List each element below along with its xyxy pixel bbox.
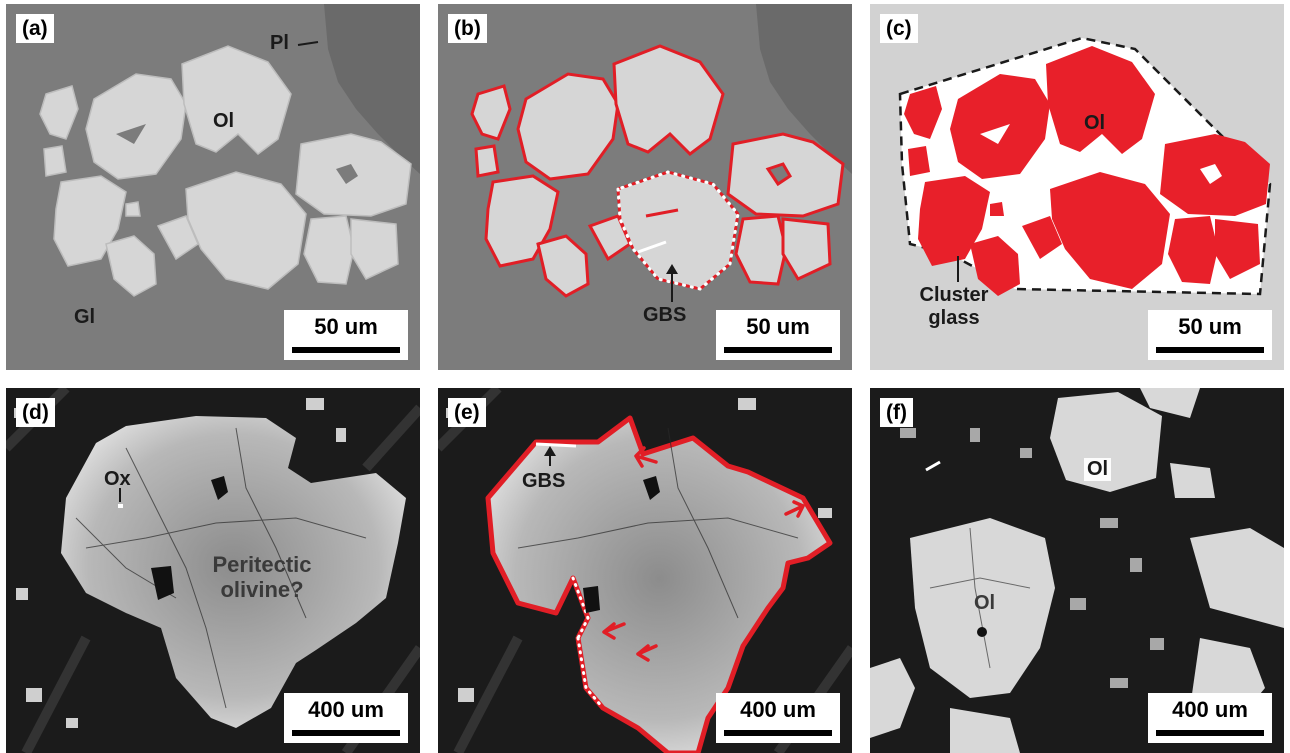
panel-c: (c) Ol Cluster glass 50 um	[870, 4, 1284, 370]
panel-a: (a) Pl Ol Gl 50 um	[6, 4, 420, 370]
scale-bar-line-b	[724, 347, 832, 353]
scale-bar-label-c: 50 um	[1178, 314, 1242, 339]
scale-bar-line-a	[292, 347, 400, 353]
panel-f-image	[870, 388, 1284, 753]
scale-bar-c: 50 um	[1148, 310, 1272, 360]
panel-label-c: (c)	[880, 14, 918, 44]
scale-bar-line-f	[1156, 730, 1264, 736]
scale-bar-label-d: 400 um	[308, 697, 384, 722]
scale-bar-label-b: 50 um	[746, 314, 810, 339]
scale-bar-label-f: 400 um	[1172, 697, 1248, 722]
olivine-label: Ol	[213, 110, 235, 132]
scale-bar-line-d	[292, 730, 400, 736]
olivine-label-f-main: Ol	[974, 592, 996, 614]
panel-a-image	[39, 4, 420, 297]
plagioclase-label: Pl	[270, 32, 289, 54]
panel-label-f: (f)	[880, 398, 913, 428]
panel-label-a: (a)	[16, 14, 54, 44]
panel-label-d: (d)	[16, 398, 55, 428]
scale-bar-b: 50 um	[716, 310, 840, 360]
scale-bar-a: 50 um	[284, 310, 408, 360]
panel-label-b: (b)	[448, 14, 487, 44]
scale-bar-f: 400 um	[1148, 693, 1272, 743]
cluster-glass-label: Cluster glass	[919, 284, 989, 329]
glass-label: Gl	[74, 306, 96, 328]
scale-bar-label-a: 50 um	[314, 314, 378, 339]
scale-bar-d: 400 um	[284, 693, 408, 743]
panel-f: (f) Ol Ol 400 um	[870, 388, 1284, 753]
panel-label-e: (e)	[448, 398, 486, 428]
panel-e: (e) GBS 400 um	[438, 388, 852, 753]
scale-bar-e: 400 um	[716, 693, 840, 743]
panel-d: (d) Ox Peritectic olivine? 400 um	[6, 388, 420, 753]
scale-bar-label-e: 400 um	[740, 697, 816, 722]
panel-c-image	[898, 36, 1272, 296]
olivine-label-f-top: Ol	[1084, 458, 1112, 481]
oxide-label: Ox	[104, 468, 131, 490]
scale-bar-line-c	[1156, 347, 1264, 353]
gbs-label-b: GBS	[643, 304, 687, 326]
peritectic-olivine-label: Peritectic olivine?	[212, 552, 312, 603]
scale-bar-line-e	[724, 730, 832, 736]
gbs-label-e: GBS	[522, 470, 566, 492]
olivine-label-c: Ol	[1084, 112, 1106, 134]
panel-b-image	[470, 4, 852, 302]
panel-b: (b) GBS 50 um	[438, 4, 852, 370]
panel-e-image	[438, 388, 852, 753]
